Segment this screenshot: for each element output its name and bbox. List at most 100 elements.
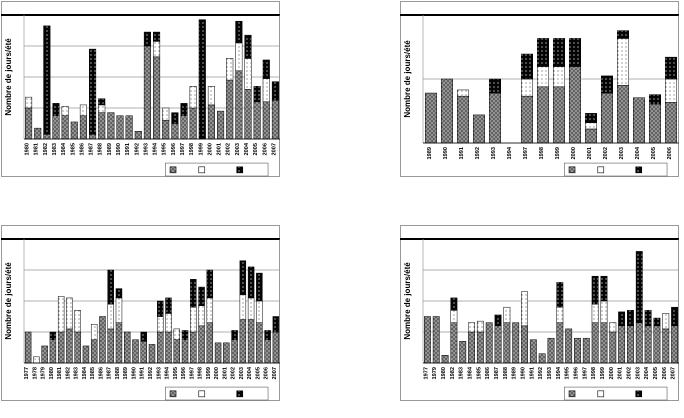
svg-text:2002: 2002 (226, 143, 232, 155)
svg-text:Nombre de jours/été: Nombre de jours/été (4, 262, 13, 340)
svg-text:1981: 1981 (57, 367, 63, 379)
svg-text:1996: 1996 (181, 367, 187, 379)
svg-text:1995: 1995 (565, 367, 571, 379)
svg-text:2002: 2002 (231, 367, 237, 379)
svg-text:1995: 1995 (173, 367, 179, 379)
svg-text:1998: 1998 (189, 143, 195, 155)
svg-text:2003: 2003 (239, 367, 245, 379)
svg-text:1990: 1990 (443, 147, 449, 159)
svg-text:1980: 1980 (49, 367, 55, 379)
svg-text:1990: 1990 (116, 143, 122, 155)
svg-text:2007: 2007 (272, 367, 278, 379)
svg-text:1991: 1991 (140, 367, 146, 379)
svg-text:1988: 1988 (115, 367, 121, 379)
svg-text:1994: 1994 (153, 142, 159, 155)
svg-text:2001: 2001 (217, 143, 223, 155)
svg-text:1999: 1999 (555, 147, 561, 159)
svg-text:2001: 2001 (618, 367, 624, 379)
svg-text:2005: 2005 (651, 147, 657, 159)
svg-text:1986: 1986 (98, 367, 104, 379)
svg-text:1992: 1992 (538, 367, 544, 379)
svg-text:1991: 1991 (529, 367, 535, 379)
svg-text:1989: 1989 (123, 367, 129, 379)
svg-text:1986: 1986 (79, 143, 85, 155)
svg-text:1978: 1978 (32, 367, 38, 379)
svg-text:1987: 1987 (494, 367, 500, 379)
svg-text:1992: 1992 (475, 147, 481, 159)
svg-text:1984: 1984 (468, 366, 474, 379)
svg-text:1992: 1992 (148, 367, 154, 379)
svg-text:1981: 1981 (34, 143, 40, 155)
svg-text:1994: 1994 (556, 366, 562, 379)
svg-text:1982: 1982 (43, 143, 49, 155)
svg-text:1993: 1993 (156, 367, 162, 379)
svg-text:1997: 1997 (180, 143, 186, 155)
svg-text:2005: 2005 (255, 367, 261, 379)
svg-text:2007: 2007 (271, 143, 277, 155)
svg-text:1977: 1977 (423, 367, 429, 379)
svg-text:1989: 1989 (427, 147, 433, 159)
svg-text:Nombre de jours/été: Nombre de jours/été (403, 40, 412, 118)
svg-text:1983: 1983 (459, 367, 465, 379)
svg-text:1997: 1997 (582, 367, 588, 379)
svg-text:1993: 1993 (143, 143, 149, 155)
svg-text:1988: 1988 (98, 143, 104, 155)
svg-text:1987: 1987 (107, 367, 113, 379)
svg-text:2002: 2002 (603, 147, 609, 159)
svg-text:1984: 1984 (82, 366, 88, 379)
svg-text:1980: 1980 (441, 367, 447, 379)
svg-text:2000: 2000 (207, 143, 213, 155)
svg-text:2002: 2002 (626, 367, 632, 379)
svg-text:1990: 1990 (521, 367, 527, 379)
svg-text:1993: 1993 (547, 367, 553, 379)
svg-text:1997: 1997 (523, 147, 529, 159)
svg-text:2006: 2006 (667, 147, 673, 159)
svg-text:2005: 2005 (253, 143, 259, 155)
svg-text:1998: 1998 (198, 367, 204, 379)
svg-text:1977: 1977 (24, 367, 30, 379)
svg-text:Nombre de jours/été: Nombre de jours/été (4, 38, 13, 116)
svg-text:1996: 1996 (573, 367, 579, 379)
svg-text:1985: 1985 (90, 367, 96, 379)
svg-text:1989: 1989 (512, 367, 518, 379)
svg-text:1994: 1994 (507, 146, 513, 159)
svg-text:1987: 1987 (89, 143, 95, 155)
svg-text:2004: 2004 (247, 366, 253, 379)
svg-text:1983: 1983 (52, 143, 58, 155)
svg-text:2004: 2004 (635, 146, 641, 159)
svg-text:Nombre de jours/été: Nombre de jours/été (403, 262, 412, 340)
svg-text:2006: 2006 (262, 143, 268, 155)
svg-text:1994: 1994 (165, 366, 171, 379)
svg-text:1990: 1990 (131, 367, 137, 379)
svg-text:1989: 1989 (107, 143, 113, 155)
svg-text:1980: 1980 (25, 143, 31, 155)
svg-text:2003: 2003 (619, 147, 625, 159)
svg-text:2005: 2005 (653, 367, 659, 379)
svg-text:1999: 1999 (198, 143, 204, 155)
svg-text:1998: 1998 (591, 367, 597, 379)
svg-text:1996: 1996 (171, 143, 177, 155)
svg-text:1983: 1983 (74, 367, 80, 379)
svg-text:2001: 2001 (222, 367, 228, 379)
svg-text:2001: 2001 (587, 147, 593, 159)
svg-text:2000: 2000 (609, 367, 615, 379)
svg-text:1979: 1979 (432, 367, 438, 379)
svg-text:1991: 1991 (459, 147, 465, 159)
svg-text:2000: 2000 (214, 367, 220, 379)
svg-text:2006: 2006 (264, 367, 270, 379)
svg-text:2000: 2000 (571, 147, 577, 159)
svg-text:1982: 1982 (65, 367, 71, 379)
svg-text:1991: 1991 (125, 143, 131, 155)
svg-text:1999: 1999 (600, 367, 606, 379)
svg-text:2004: 2004 (244, 142, 250, 155)
svg-text:1986: 1986 (485, 367, 491, 379)
svg-text:2004: 2004 (644, 366, 650, 379)
svg-text:1997: 1997 (189, 367, 195, 379)
svg-text:1998: 1998 (539, 147, 545, 159)
svg-text:1985: 1985 (70, 143, 76, 155)
svg-text:1979: 1979 (41, 367, 47, 379)
svg-text:1985: 1985 (476, 367, 482, 379)
svg-text:2003: 2003 (635, 367, 641, 379)
svg-text:2003: 2003 (235, 143, 241, 155)
svg-text:1988: 1988 (503, 367, 509, 379)
